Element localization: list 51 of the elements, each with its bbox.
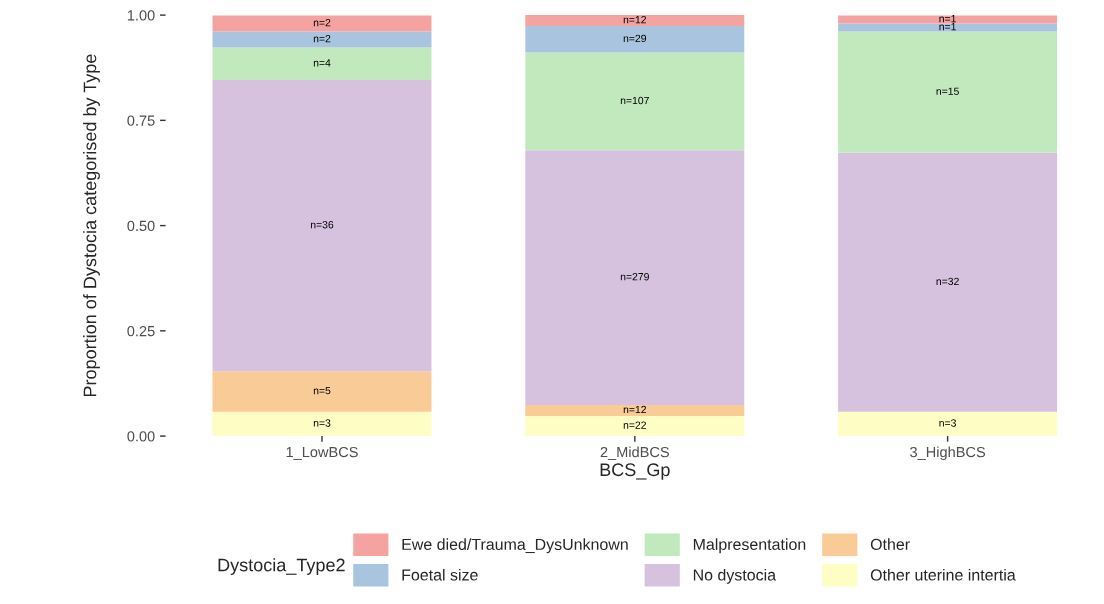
bar (838, 411, 1058, 437)
annotation: n=3 (939, 419, 956, 427)
legend-label: Other uterine intertia (870, 568, 1016, 581)
bar (838, 23, 1058, 32)
annotation: n=32 (936, 277, 959, 286)
annotation: n=2 (313, 18, 331, 27)
annotation: n=3 (313, 419, 331, 427)
bar (525, 150, 745, 405)
annotation: n=279 (620, 273, 649, 281)
x-axis-title: BCS_Gp (600, 463, 670, 480)
bar (212, 47, 432, 80)
annotation: n=15 (936, 87, 959, 95)
legend-label: Other (870, 538, 910, 551)
annotation: n=12 (623, 405, 647, 414)
annotation: n=22 (623, 421, 647, 429)
y-tick-label: 0.75 (127, 115, 155, 126)
legend-label: Malpresentation (693, 538, 806, 554)
x-tick-label: 2_MidBCS (600, 446, 669, 460)
annotation: n=12 (623, 15, 647, 24)
legend-label: No dystocia (693, 568, 777, 584)
bar (212, 371, 432, 412)
annotation: n=4 (313, 59, 331, 67)
annotation: n=5 (313, 386, 331, 395)
annotation: n=1 (939, 15, 956, 23)
annotation: n=107 (620, 96, 649, 105)
y-axis-title: Proportion of Dystocia categorised by Type (83, 54, 100, 397)
bar (525, 15, 745, 27)
legend-label: Ewe died/Trauma_DysUnknown (402, 538, 628, 554)
bar (212, 79, 432, 372)
bar (212, 411, 432, 437)
annotation: n=1 (939, 23, 956, 31)
x-tick-label: 3_HighBCS (910, 446, 986, 461)
annotation: n=2 (313, 34, 331, 43)
y-tick-label: 0.25 (127, 325, 155, 337)
annotation: n=36 (310, 221, 334, 229)
bar (838, 15, 1058, 24)
x-tick-label: 1_LowBCS (286, 446, 358, 460)
legend-title: Dystocia_Type2 (218, 558, 345, 575)
annotation: n=29 (623, 34, 647, 43)
legend-label: Foetal size (402, 568, 478, 581)
bar (212, 31, 432, 48)
y-tick-label: 0.00 (127, 431, 155, 442)
bar (525, 52, 745, 151)
bar (525, 404, 745, 416)
bar (838, 152, 1058, 412)
bar (212, 15, 432, 32)
bar (838, 31, 1058, 153)
bar (525, 26, 745, 53)
bar (525, 415, 745, 437)
y-tick-label: 0.50 (127, 220, 155, 232)
y-tick-label: 1.00 (127, 10, 155, 21)
